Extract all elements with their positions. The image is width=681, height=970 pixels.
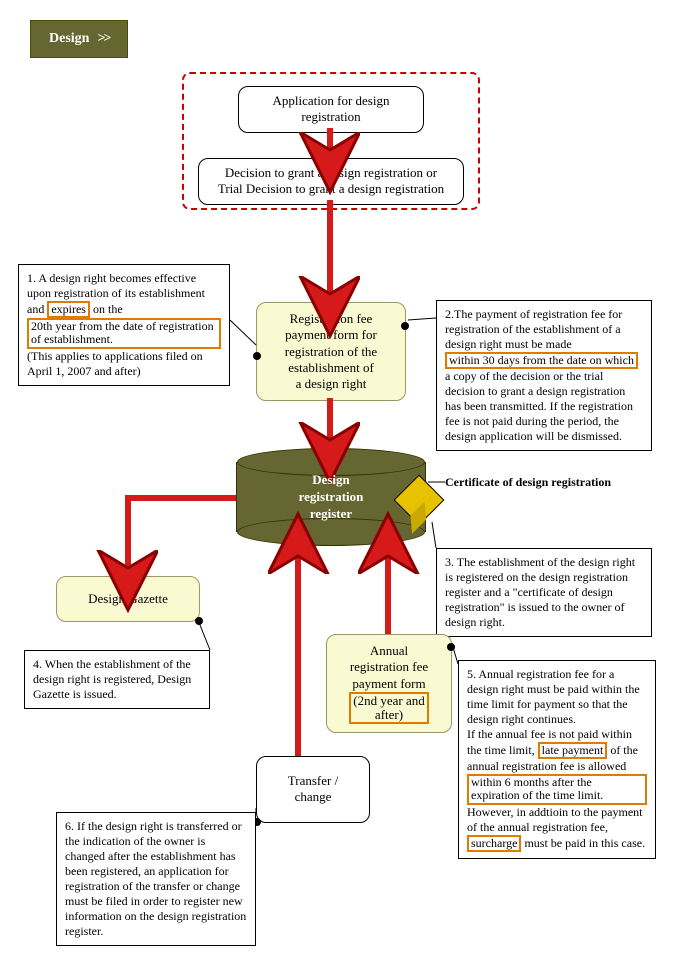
note-2: 2.The payment of registration fee for re… — [436, 300, 652, 451]
note-3-text: 3. The establishment of the design right… — [445, 555, 635, 629]
note-1-text3: (This applies to applications filed on A… — [27, 349, 203, 378]
note-5: 5. Annual registration fee for a design … — [458, 660, 656, 859]
connector-dot — [195, 617, 203, 625]
certificate-label: Certificate of design registration — [445, 475, 611, 490]
node-transfer-change-text: Transfer / change — [288, 773, 338, 804]
note-1-hl1: expires — [47, 301, 90, 318]
note-5-text4: must be paid in this case. — [521, 836, 645, 850]
cylinder-text: Design registration register — [237, 472, 425, 523]
node-application-text: Application for design registration — [273, 93, 390, 124]
node-transfer-change: Transfer / change — [256, 756, 370, 823]
note-1: 1. A design right becomes effective upon… — [18, 264, 230, 386]
note-4: 4. When the establishment of the design … — [24, 650, 210, 709]
note-4-text: 4. When the establishment of the design … — [33, 657, 191, 701]
node-design-gazette: Design Gazette — [56, 576, 200, 622]
note-1-text2: on the — [90, 302, 123, 316]
connector-dot — [401, 322, 409, 330]
node-design-gazette-text: Design Gazette — [88, 591, 168, 606]
node-register-cylinder: Design registration register — [236, 462, 426, 532]
connector-dot — [447, 643, 455, 651]
note-5-hl1: late payment — [538, 742, 608, 759]
node-annual-fee-pre: Annual registration fee payment form — [350, 643, 428, 691]
note-2-hl: within 30 days from the date on which — [445, 352, 638, 369]
note-5-text3: However, in addtioin to the payment of t… — [467, 805, 642, 834]
note-2-text: 2.The payment of registration fee for re… — [445, 307, 622, 351]
connector-dot — [253, 352, 261, 360]
design-header-tag: Design >> — [30, 20, 128, 58]
node-decision: Decision to grant a design registration … — [198, 158, 464, 205]
node-decision-text: Decision to grant a design registration … — [218, 165, 444, 196]
note-2-text2: a copy of the decision or the trial deci… — [445, 369, 633, 443]
note-3: 3. The establishment of the design right… — [436, 548, 652, 637]
note-1-hl2: 20th year from the date of registration … — [27, 318, 221, 348]
note-5-hl2: within 6 months after the expiration of … — [467, 774, 647, 804]
cylinder-body: Design registration register — [236, 462, 426, 532]
note-6-text: 6. If the design right is transferred or… — [65, 819, 246, 938]
tag-arrows: >> — [97, 31, 109, 46]
node-registration-fee: Registration fee payment form for regist… — [256, 302, 406, 401]
tag-label: Design — [49, 31, 89, 46]
note-5-hl3: surcharge — [467, 835, 521, 852]
node-annual-fee-hl: (2nd year and after) — [349, 692, 428, 725]
node-application: Application for design registration — [238, 86, 424, 133]
node-annual-fee: Annual registration fee payment form (2n… — [326, 634, 452, 733]
note-6: 6. If the design right is transferred or… — [56, 812, 256, 946]
node-registration-fee-text: Registration fee payment form for regist… — [285, 311, 377, 391]
